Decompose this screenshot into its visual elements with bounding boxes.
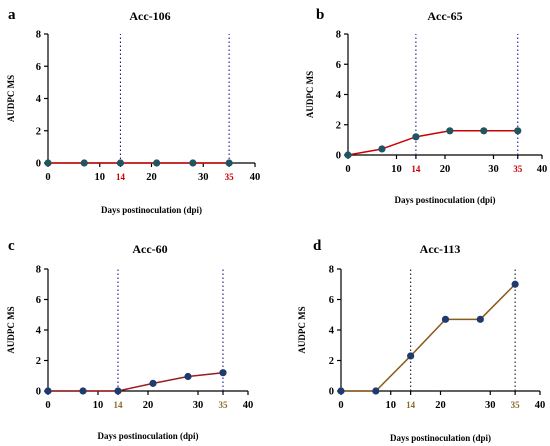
data-point: [225, 159, 233, 167]
panel-letter: d: [313, 238, 322, 254]
chart-title: Acc-65: [427, 9, 462, 23]
data-point: [114, 387, 122, 395]
x-tick-label: 30: [485, 400, 496, 411]
x-axis-label: Days postinoculation (dpi): [101, 205, 202, 215]
data-point: [446, 127, 454, 135]
data-point: [153, 159, 161, 167]
x-axis-label: Days postinoculation (dpi): [97, 431, 198, 441]
y-tick-label: 0: [336, 151, 341, 162]
y-tick-label: 6: [329, 295, 334, 306]
data-point: [514, 127, 522, 135]
x-tick-label: 20: [146, 172, 157, 183]
y-tick-label: 8: [36, 30, 41, 41]
y-tick-label: 8: [36, 265, 41, 276]
vline-day-label: 35: [513, 164, 523, 174]
vline-day-label: 14: [411, 164, 421, 174]
data-point: [378, 145, 386, 153]
x-tick-label: 20: [435, 400, 446, 411]
series-line: [347, 130, 518, 156]
y-tick-label: 8: [329, 265, 334, 276]
x-tick-label: 10: [386, 400, 397, 411]
data-point: [407, 352, 415, 360]
y-axis-label: AUDPC MS: [6, 306, 16, 353]
y-tick-label: 0: [329, 387, 334, 398]
chart-title: Acc-106: [129, 9, 170, 23]
y-tick-label: 4: [329, 326, 335, 337]
data-point: [189, 159, 197, 167]
data-point: [344, 151, 352, 159]
chart-panel-d: d Acc-113 0 2 4 6 8 0 10 14 20 30 35 40 Days postinocu…: [297, 238, 545, 443]
x-tick-label: 30: [193, 400, 204, 411]
vline-day-label: 14: [114, 400, 124, 410]
y-tick-label: 4: [36, 94, 42, 105]
y-tick-label: 6: [36, 295, 41, 306]
y-tick-label: 6: [336, 60, 341, 71]
x-tick-label: 20: [440, 164, 451, 175]
data-point: [79, 387, 87, 395]
data-point: [480, 127, 488, 135]
vline-day-label: 14: [406, 400, 416, 410]
y-axis-label: AUDPC MS: [305, 71, 315, 118]
x-tick-label: 40: [243, 400, 254, 411]
x-tick-label: 40: [537, 164, 548, 175]
y-axis-label: AUDPC MS: [6, 75, 16, 122]
y-axis-label: AUDPC MS: [297, 306, 307, 353]
data-point: [511, 280, 519, 288]
x-tick-label: 30: [488, 164, 499, 175]
data-point: [116, 159, 125, 167]
vline-day-label: 35: [511, 400, 521, 410]
panel-letter: c: [8, 238, 15, 254]
data-point: [412, 133, 420, 141]
x-tick-label: 0: [45, 172, 50, 183]
vline-day-label: 35: [219, 400, 229, 410]
data-point: [80, 159, 88, 167]
panel-letter: b: [316, 7, 324, 23]
data-point: [184, 372, 192, 381]
x-tick-label: 10: [95, 172, 106, 183]
x-tick-label: 0: [45, 400, 50, 411]
data-point: [372, 387, 380, 395]
x-axis-label: Days postinoculation (dpi): [394, 195, 495, 205]
y-tick-label: 4: [336, 90, 342, 101]
x-tick-label: 0: [345, 164, 350, 175]
y-tick-label: 0: [36, 387, 41, 398]
y-tick-label: 6: [36, 62, 41, 73]
chart-panel-c: c Acc-60 0 2 4 6 8 0 10 14 20 30 35 40 Days postinocul…: [6, 238, 253, 441]
y-tick-label: 2: [36, 356, 41, 367]
y-tick-label: 2: [329, 356, 334, 367]
data-point: [441, 315, 450, 323]
data-point: [44, 159, 52, 167]
x-tick-label: 10: [93, 400, 104, 411]
y-tick-label: 2: [36, 126, 41, 137]
data-point: [219, 369, 227, 377]
panel-letter: a: [8, 7, 16, 23]
x-tick-label: 10: [391, 164, 402, 175]
x-tick-label: 20: [143, 400, 154, 411]
vline-day-label: 35: [225, 172, 235, 182]
series-line: [341, 283, 516, 392]
y-tick-label: 0: [36, 159, 41, 170]
data-point: [476, 315, 484, 323]
y-tick-label: 8: [336, 30, 341, 41]
x-tick-label: 40: [250, 172, 261, 183]
chart-panel-a: a Acc-106 0 2 4 6 8 0 10 14 20 30 35 40 Days postinocu…: [6, 7, 260, 215]
y-tick-label: 2: [336, 120, 341, 131]
y-tick-label: 4: [36, 326, 42, 337]
x-tick-label: 40: [535, 400, 546, 411]
chart-title: Acc-60: [132, 242, 167, 256]
x-tick-label: 0: [338, 400, 343, 411]
x-tick-label: 30: [198, 172, 209, 183]
data-point: [149, 379, 157, 387]
data-point: [337, 387, 345, 395]
chart-panel-b: b Acc-65 0 2 4 6 8 0 10 14 20 30 35 40 Days postinocul…: [305, 7, 547, 205]
series-line: [48, 371, 224, 392]
data-point: [44, 387, 52, 395]
vline-day-label: 14: [116, 172, 126, 182]
x-axis-label: Days postinoculation (dpi): [390, 433, 491, 443]
chart-title: Acc-113: [420, 242, 461, 256]
